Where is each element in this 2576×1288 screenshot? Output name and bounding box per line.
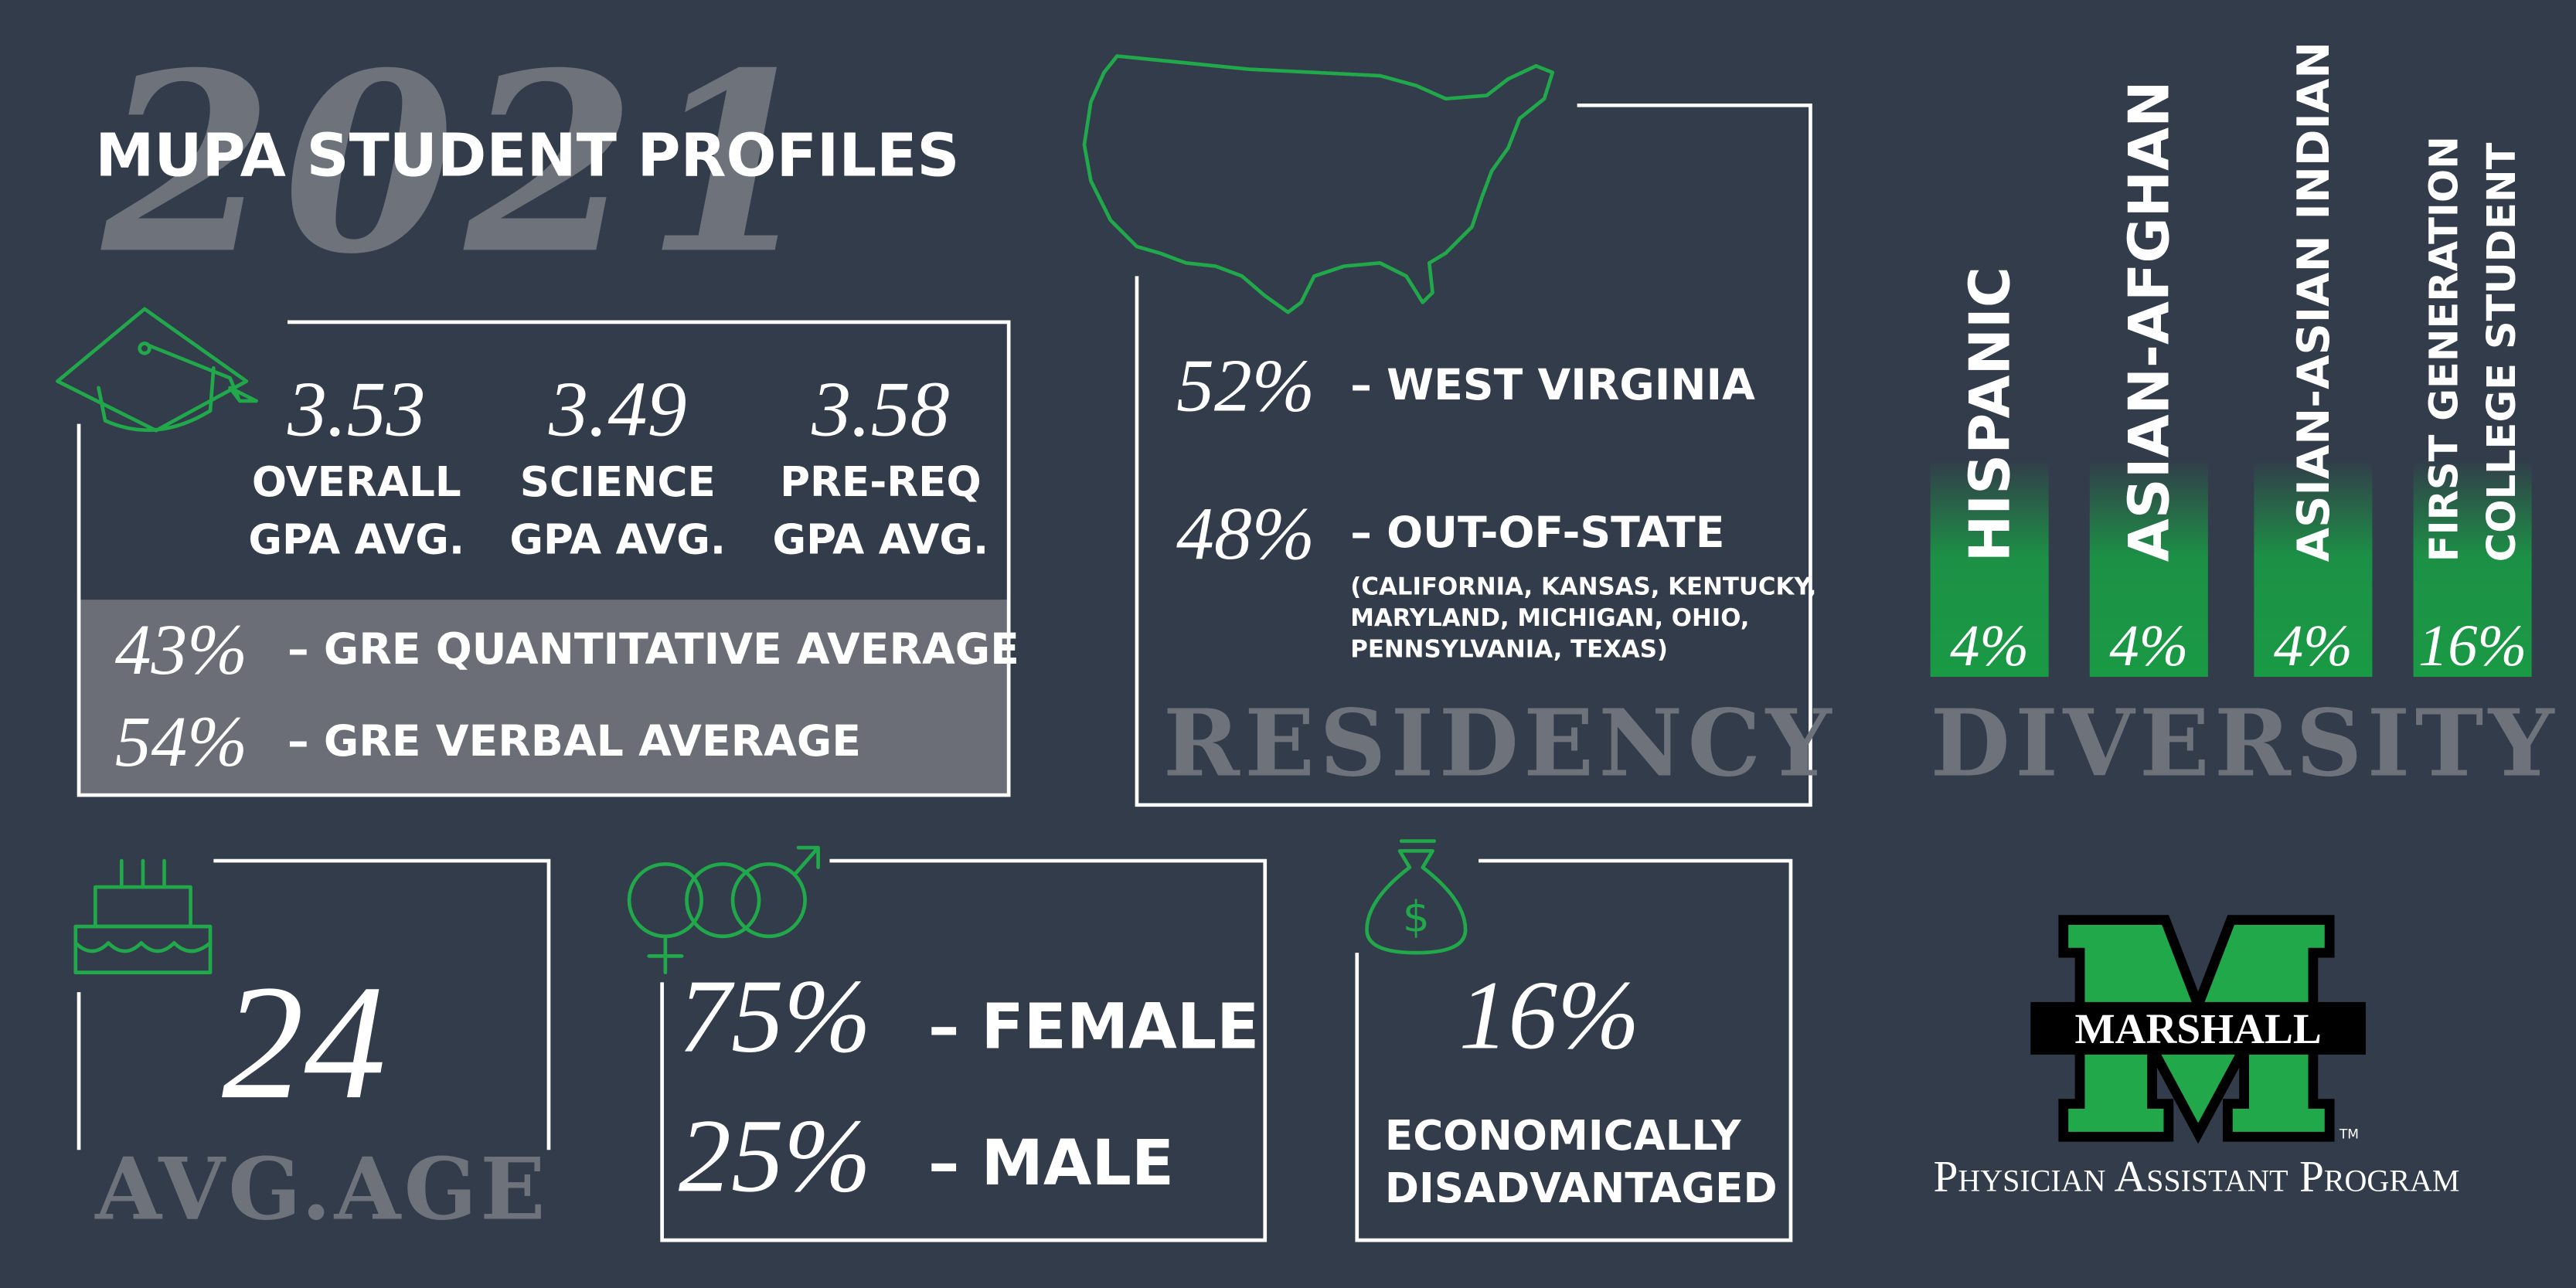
gpa-label: GPA AVG. <box>509 516 726 564</box>
residency-group: 52% – WEST VIRGINIA 48% – OUT-OF-STATE (CALI… <box>1176 345 1816 664</box>
gre-label: – GRE VERBAL AVERAGE <box>288 717 861 766</box>
gender-box <box>660 858 1268 1242</box>
gpa-label: SCIENCE <box>520 458 716 506</box>
gender-percent: 75% <box>679 959 871 1075</box>
diversity-bar <box>2254 460 2373 678</box>
economic-percent: 16% <box>1459 960 1640 1069</box>
residency-label: – WEST VIRGINIA <box>1350 361 1755 410</box>
diversity-bar <box>1930 460 2049 678</box>
trademark: TM <box>2339 1127 2359 1142</box>
residency-box <box>1135 103 1812 807</box>
residency-label: – OUT-OF-STATE <box>1350 508 1724 558</box>
gpa-box <box>77 320 1011 797</box>
money-bag-icon <box>1365 839 1468 955</box>
gpa-value: 3.58 <box>811 366 950 454</box>
age-value: 24 <box>222 951 386 1133</box>
program-name: Physician Assistant Program <box>1933 1152 2459 1201</box>
diversity-percent: 16% <box>2418 613 2527 678</box>
economic-label: DISADVANTAGED <box>1385 1164 1778 1212</box>
gre-band <box>79 600 1009 796</box>
gpa-value: 3.53 <box>287 366 426 454</box>
residency-states: MARYLAND, MICHIGAN, OHIO, <box>1350 604 1749 632</box>
cap-icon <box>56 307 258 433</box>
diversity-label: HISPANIC <box>1958 267 2023 562</box>
title: MUPA STUDENT PROFILES <box>95 122 959 191</box>
gre-label: – GRE QUANTITATIVE AVERAGE <box>288 625 1019 675</box>
gpa-label: GPA AVG. <box>772 516 989 564</box>
gpa-value: 3.49 <box>548 366 687 454</box>
residency-title: RESIDENCY <box>1163 690 1836 798</box>
gender-icon <box>627 845 820 974</box>
year: 2021 <box>98 19 827 308</box>
residency-states: (CALIFORNIA, KANSAS, KENTUCKY, <box>1350 573 1816 601</box>
diversity-label: COLLEGE STUDENT <box>2479 142 2525 562</box>
age-label: AVG.AGE <box>94 1139 548 1239</box>
age-box <box>213 858 551 1150</box>
diversity-percent: 4% <box>2109 613 2188 678</box>
residency-percent: 48% <box>1176 492 1315 576</box>
dollar-sign: $ <box>1403 892 1430 942</box>
us-map <box>1082 54 1555 314</box>
diversity-label: ASIAN-ASIAN INDIAN <box>2288 42 2339 562</box>
gender-group: 75% – FEMALE 25% – MALE <box>679 959 1259 1215</box>
economic-box <box>1355 858 1793 1242</box>
gpa-label: OVERALL <box>252 458 461 506</box>
diversity-title: DIVERSITY <box>1931 690 2559 798</box>
economic-label: ECONOMICALLY <box>1385 1112 1741 1160</box>
logo-name: MARSHALL <box>2074 1005 2321 1052</box>
gender-label: – MALE <box>928 1127 1174 1200</box>
diversity-label: ASIAN-AFGHAN <box>2118 80 2183 562</box>
diversity-percent: 4% <box>1950 613 2029 678</box>
gre-group: 43% – GRE QUANTITATIVE AVERAGE 54% – GRE VE… <box>115 610 1019 782</box>
diversity-group: HISPANIC 4% ASIAN-AFGHAN 4% ASIAN-ASIAN INDI… <box>1930 42 2532 678</box>
residency-states: PENNSYLVANIA, TEXAS) <box>1350 636 1668 664</box>
gpa-label: PRE-REQ <box>780 458 982 506</box>
gre-percent: 43% <box>115 610 247 690</box>
gre-percent: 54% <box>115 702 247 782</box>
diversity-bar <box>2413 460 2532 678</box>
marshall-logo <box>2030 915 2366 1144</box>
residency-percent: 52% <box>1176 345 1315 428</box>
diversity-label: FIRST GENERATION <box>2422 136 2468 562</box>
gpa-label: GPA AVG. <box>248 516 464 564</box>
cake-icon <box>73 858 213 974</box>
diversity-percent: 4% <box>2274 613 2353 678</box>
diversity-bar <box>2089 460 2208 678</box>
gender-label: – FEMALE <box>928 991 1259 1063</box>
gender-percent: 25% <box>679 1098 871 1214</box>
